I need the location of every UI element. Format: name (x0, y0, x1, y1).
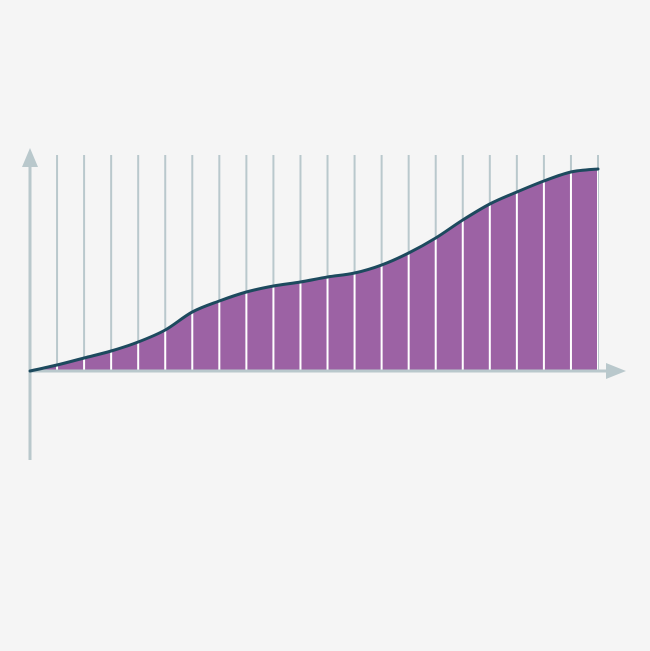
y-axis-arrow-icon (22, 148, 38, 167)
area-fill (30, 169, 598, 371)
series-line (28, 167, 600, 373)
x-axis-arrow-icon (606, 363, 626, 379)
